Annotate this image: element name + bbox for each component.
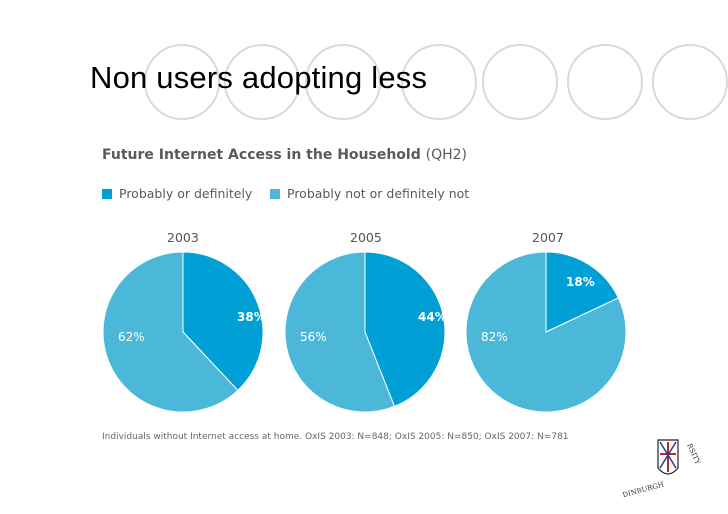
pie-2005-slice-probably xyxy=(364,251,446,408)
pie-2003-slice-not xyxy=(102,251,239,413)
pie-2005-slice-not xyxy=(284,251,396,413)
chart-title-main: Future Internet Access in the Household xyxy=(102,147,421,163)
legend-label-not: Probably not or definitely not xyxy=(287,186,470,201)
pie-2003-label-probably: 38% xyxy=(237,310,266,324)
pie-2007-label-probably: 18% xyxy=(566,275,595,289)
deco-ring xyxy=(224,44,300,120)
year-label-2005: 2005 xyxy=(350,230,382,245)
pie-2007-slice-not xyxy=(465,251,627,413)
pie-2003-label-not: 62% xyxy=(118,330,145,344)
decorative-rings xyxy=(144,44,728,120)
pie-2007-slice-probably xyxy=(545,251,620,333)
legend-item-not: Probably not or definitely not xyxy=(270,186,469,201)
year-label-2007: 2007 xyxy=(532,230,564,245)
seal-shield-saltire xyxy=(659,441,677,469)
slide-title: Non users adopting less xyxy=(90,60,428,95)
chart-footnote: Individuals without Internet access at h… xyxy=(102,432,569,442)
legend-item-probably: Probably or definitely xyxy=(102,186,252,201)
deco-ring xyxy=(401,44,477,120)
pie-charts: 38% 62% 44% 56% 18% 82% xyxy=(102,251,627,413)
legend-swatch-probably xyxy=(102,189,112,199)
deco-ring xyxy=(652,44,728,120)
chart-title: Future Internet Access in the Household … xyxy=(102,147,467,163)
seal-text-bottom: DINBURGH xyxy=(622,481,665,500)
deco-ring xyxy=(305,44,381,120)
deco-ring xyxy=(482,44,558,120)
seal-text-right: RSITY xyxy=(685,442,702,466)
legend-swatch-not xyxy=(270,189,280,199)
pie-2005-label-not: 56% xyxy=(300,330,327,344)
year-label-2003: 2003 xyxy=(167,230,199,245)
deco-ring xyxy=(567,44,643,120)
pie-2005-label-probably: 44% xyxy=(418,310,447,324)
legend-label-probably: Probably or definitely xyxy=(119,186,253,201)
pie-2007-label-not: 82% xyxy=(481,330,508,344)
chart-title-suffix: (QH2) xyxy=(425,147,467,163)
pie-2003-slice-probably xyxy=(182,251,264,392)
deco-ring xyxy=(144,44,220,120)
university-seal: RSITY DINBURGH xyxy=(622,439,702,500)
